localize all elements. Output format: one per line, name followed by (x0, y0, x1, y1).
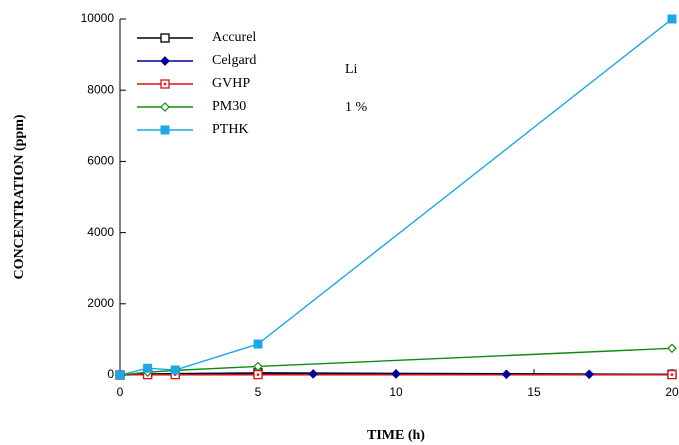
legend-marker (160, 56, 170, 66)
x-axis-label: TIME (h) (367, 428, 425, 443)
point (667, 14, 677, 24)
y-tick-label: 6000 (87, 154, 114, 168)
point (501, 369, 512, 380)
series-line (119, 18, 673, 376)
y-tick-label: 8000 (87, 82, 114, 96)
point (391, 369, 401, 379)
legend-marker (160, 125, 170, 135)
point (115, 370, 125, 380)
legend-label: Accurel (212, 30, 256, 45)
x-tick-label: 5 (255, 385, 262, 399)
x-tick-label: 10 (389, 385, 403, 399)
legend-label: PTHK (212, 122, 249, 137)
legend-marker-center (163, 82, 167, 86)
annotation: Li (345, 62, 358, 77)
x-tick-label: 0 (117, 385, 124, 399)
point (308, 369, 319, 379)
y-tick-label: 10000 (81, 11, 115, 25)
y-axis-label: CONCENTRATION (ppm) (12, 114, 27, 279)
legend-label: PM30 (212, 99, 246, 114)
y-tick-label: 2000 (87, 296, 114, 310)
legend-label: Celgard (212, 53, 256, 68)
point (253, 339, 263, 349)
y-tick-label: 0 (107, 367, 114, 381)
point (170, 365, 180, 375)
annotation: 1 % (345, 100, 368, 115)
x-tick-label: 20 (665, 385, 679, 399)
point (667, 343, 677, 354)
point (253, 361, 263, 372)
point-center (670, 373, 674, 376)
legend-marker (160, 102, 170, 112)
y-tick-label: 4000 (87, 225, 114, 239)
legend-marker (160, 33, 170, 43)
legend-label: GVHP (212, 76, 250, 91)
point (584, 369, 595, 380)
point (143, 363, 153, 373)
x-tick-label: 15 (527, 385, 541, 399)
point-center (256, 373, 260, 376)
